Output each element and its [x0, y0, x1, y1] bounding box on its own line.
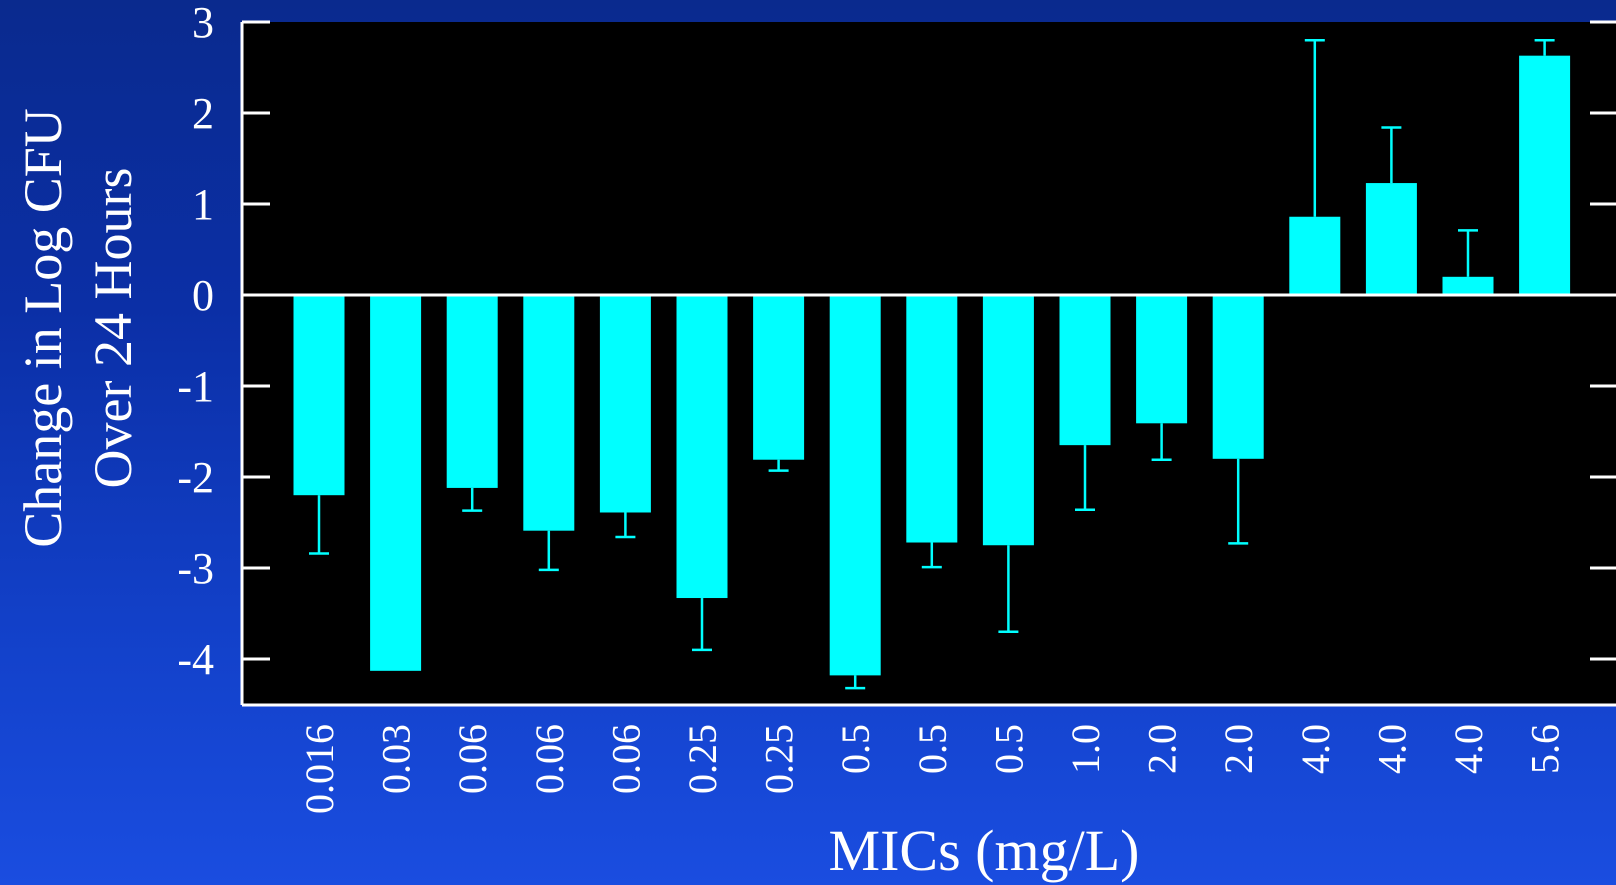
bar	[370, 295, 422, 671]
x-axis-label: MICs (mg/L)	[829, 818, 1140, 883]
x-tick-label: 0.5	[986, 724, 1031, 774]
x-tick-label: 0.016	[297, 724, 342, 814]
bar	[1136, 295, 1188, 424]
y-tick-label: -2	[177, 453, 214, 502]
bar	[1289, 216, 1341, 295]
y-tick-label: 3	[192, 0, 214, 47]
bar	[523, 295, 575, 531]
x-tick-label: 0.06	[603, 724, 648, 794]
y-tick-label: -3	[177, 544, 214, 593]
y-tick-label: 0	[192, 271, 214, 320]
x-tick-label: 0.25	[757, 724, 802, 794]
bar	[1059, 295, 1111, 446]
bar	[906, 295, 958, 543]
bar	[1212, 295, 1264, 459]
y-tick-label: 1	[192, 180, 214, 229]
y-axis-label-line2: Over 24 Hours	[83, 168, 143, 489]
x-tick-label: 0.25	[680, 724, 725, 794]
bars-group	[293, 55, 1571, 676]
bar	[676, 295, 728, 599]
x-tick-label: 0.06	[450, 724, 495, 794]
x-tick-label: 0.5	[910, 724, 955, 774]
x-tick-label: 4.0	[1293, 724, 1338, 774]
y-axis-label-line1: Change in Log CFU	[13, 108, 73, 548]
bar	[599, 295, 651, 513]
bar	[753, 295, 805, 460]
y-tick-label: -4	[177, 635, 214, 684]
x-tick-label: 0.06	[527, 724, 572, 794]
error-bars-group	[309, 38, 1555, 690]
bar	[1442, 276, 1494, 295]
bar	[293, 295, 345, 496]
y-ticks-group: 3 2 1 0 -1 -2 -3 -4	[177, 0, 1616, 684]
y-tick-label: 2	[192, 89, 214, 138]
bar	[982, 295, 1034, 546]
x-tick-label: 2.0	[1216, 724, 1261, 774]
bar	[1519, 55, 1571, 295]
bar	[829, 295, 881, 676]
bar	[446, 295, 498, 488]
bar	[1365, 183, 1417, 295]
x-tick-label: 2.0	[1140, 724, 1185, 774]
x-tick-label: 1.0	[1063, 724, 1108, 774]
x-tick-label: 5.6	[1523, 724, 1568, 774]
x-tick-label: 4.0	[1369, 724, 1414, 774]
x-tick-label: 4.0	[1446, 724, 1491, 774]
x-tick-label: 0.5	[833, 724, 878, 774]
x-tick-label: 0.03	[374, 724, 419, 794]
x-tick-labels-group: 0.016 0.03 0.06 0.06 0.06 0.25 0.25 0.5 0.5 0.5 1.…	[297, 724, 1568, 814]
y-tick-label: -1	[177, 362, 214, 411]
